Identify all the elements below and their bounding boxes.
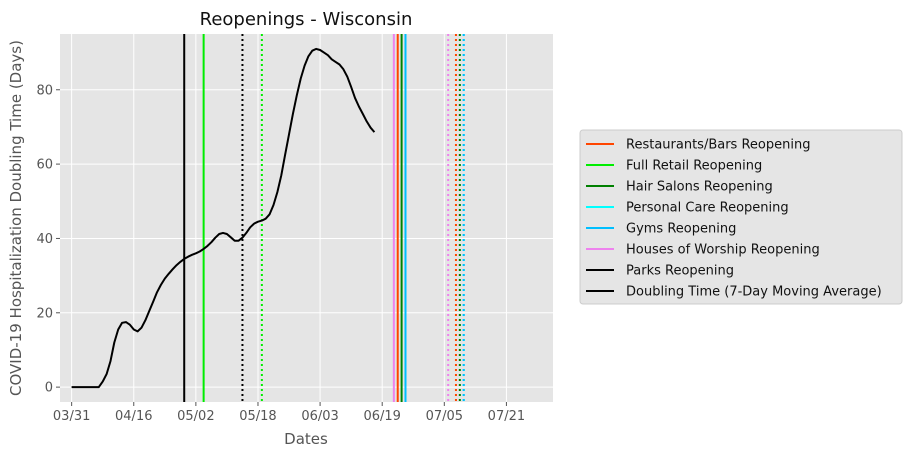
reopening-lines — [183, 34, 465, 402]
legend-label: Doubling Time (7-Day Moving Average) — [626, 285, 882, 300]
x-tick-label: 07/05 — [426, 409, 463, 424]
legend-label: Full Retail Reopening — [626, 159, 762, 174]
x-axis-label: Dates — [284, 430, 328, 448]
legend-label: Gyms Reopening — [626, 222, 736, 237]
grid — [60, 34, 553, 402]
x-tick-label: 03/31 — [53, 409, 90, 424]
x-tick-label: 07/21 — [488, 409, 525, 424]
x-ticks: 03/31 04/16 05/02 05/18 06/03 06/19 07/05 07/21 — [53, 402, 525, 424]
y-ticks: 0 20 40 60 80 — [36, 83, 60, 396]
legend: Restaurants/Bars Reopening Full Retail Re… — [579, 129, 903, 305]
x-tick-label: 05/02 — [177, 409, 214, 424]
legend-label: Personal Care Reopening — [626, 201, 789, 216]
chart-title: Reopenings - Wisconsin — [200, 9, 413, 30]
y-axis-label: COVID-19 Hospitalization Doubling Time (… — [7, 40, 25, 396]
legend-entries: Restaurants/Bars Reopening Full Retail Re… — [586, 138, 882, 300]
y-tick-label: 20 — [36, 306, 53, 321]
y-tick-label: 0 — [45, 381, 53, 396]
y-tick-label: 60 — [36, 158, 53, 173]
plot-background — [60, 34, 553, 402]
x-tick-label: 05/18 — [239, 409, 276, 424]
y-tick-label: 80 — [36, 83, 53, 98]
x-tick-label: 06/19 — [363, 409, 400, 424]
legend-label: Hair Salons Reopening — [626, 180, 773, 195]
x-tick-label: 06/03 — [301, 409, 338, 424]
doubling-time-line — [71, 47, 376, 389]
series — [71, 47, 376, 389]
x-tick-label: 04/16 — [115, 409, 152, 424]
legend-box — [579, 129, 903, 305]
legend-label: Parks Reopening — [626, 264, 734, 279]
y-tick-label: 40 — [36, 232, 53, 247]
legend-label: Restaurants/Bars Reopening — [626, 138, 810, 153]
legend-label: Houses of Worship Reopening — [626, 243, 820, 258]
